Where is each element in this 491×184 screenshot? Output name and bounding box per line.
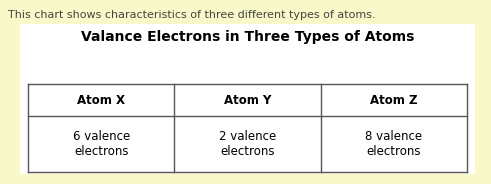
Text: Valance Electrons in Three Types of Atoms: Valance Electrons in Three Types of Atom… <box>81 30 414 44</box>
Text: 8 valence
electrons: 8 valence electrons <box>365 130 422 158</box>
Bar <box>20 24 475 174</box>
Text: 6 valence
electrons: 6 valence electrons <box>73 130 130 158</box>
Text: Atom Y: Atom Y <box>224 93 271 107</box>
Text: Atom Z: Atom Z <box>370 93 417 107</box>
Text: 2 valence
electrons: 2 valence electrons <box>219 130 276 158</box>
Text: This chart shows characteristics of three different types of atoms.: This chart shows characteristics of thre… <box>8 10 376 20</box>
Text: Atom X: Atom X <box>77 93 125 107</box>
